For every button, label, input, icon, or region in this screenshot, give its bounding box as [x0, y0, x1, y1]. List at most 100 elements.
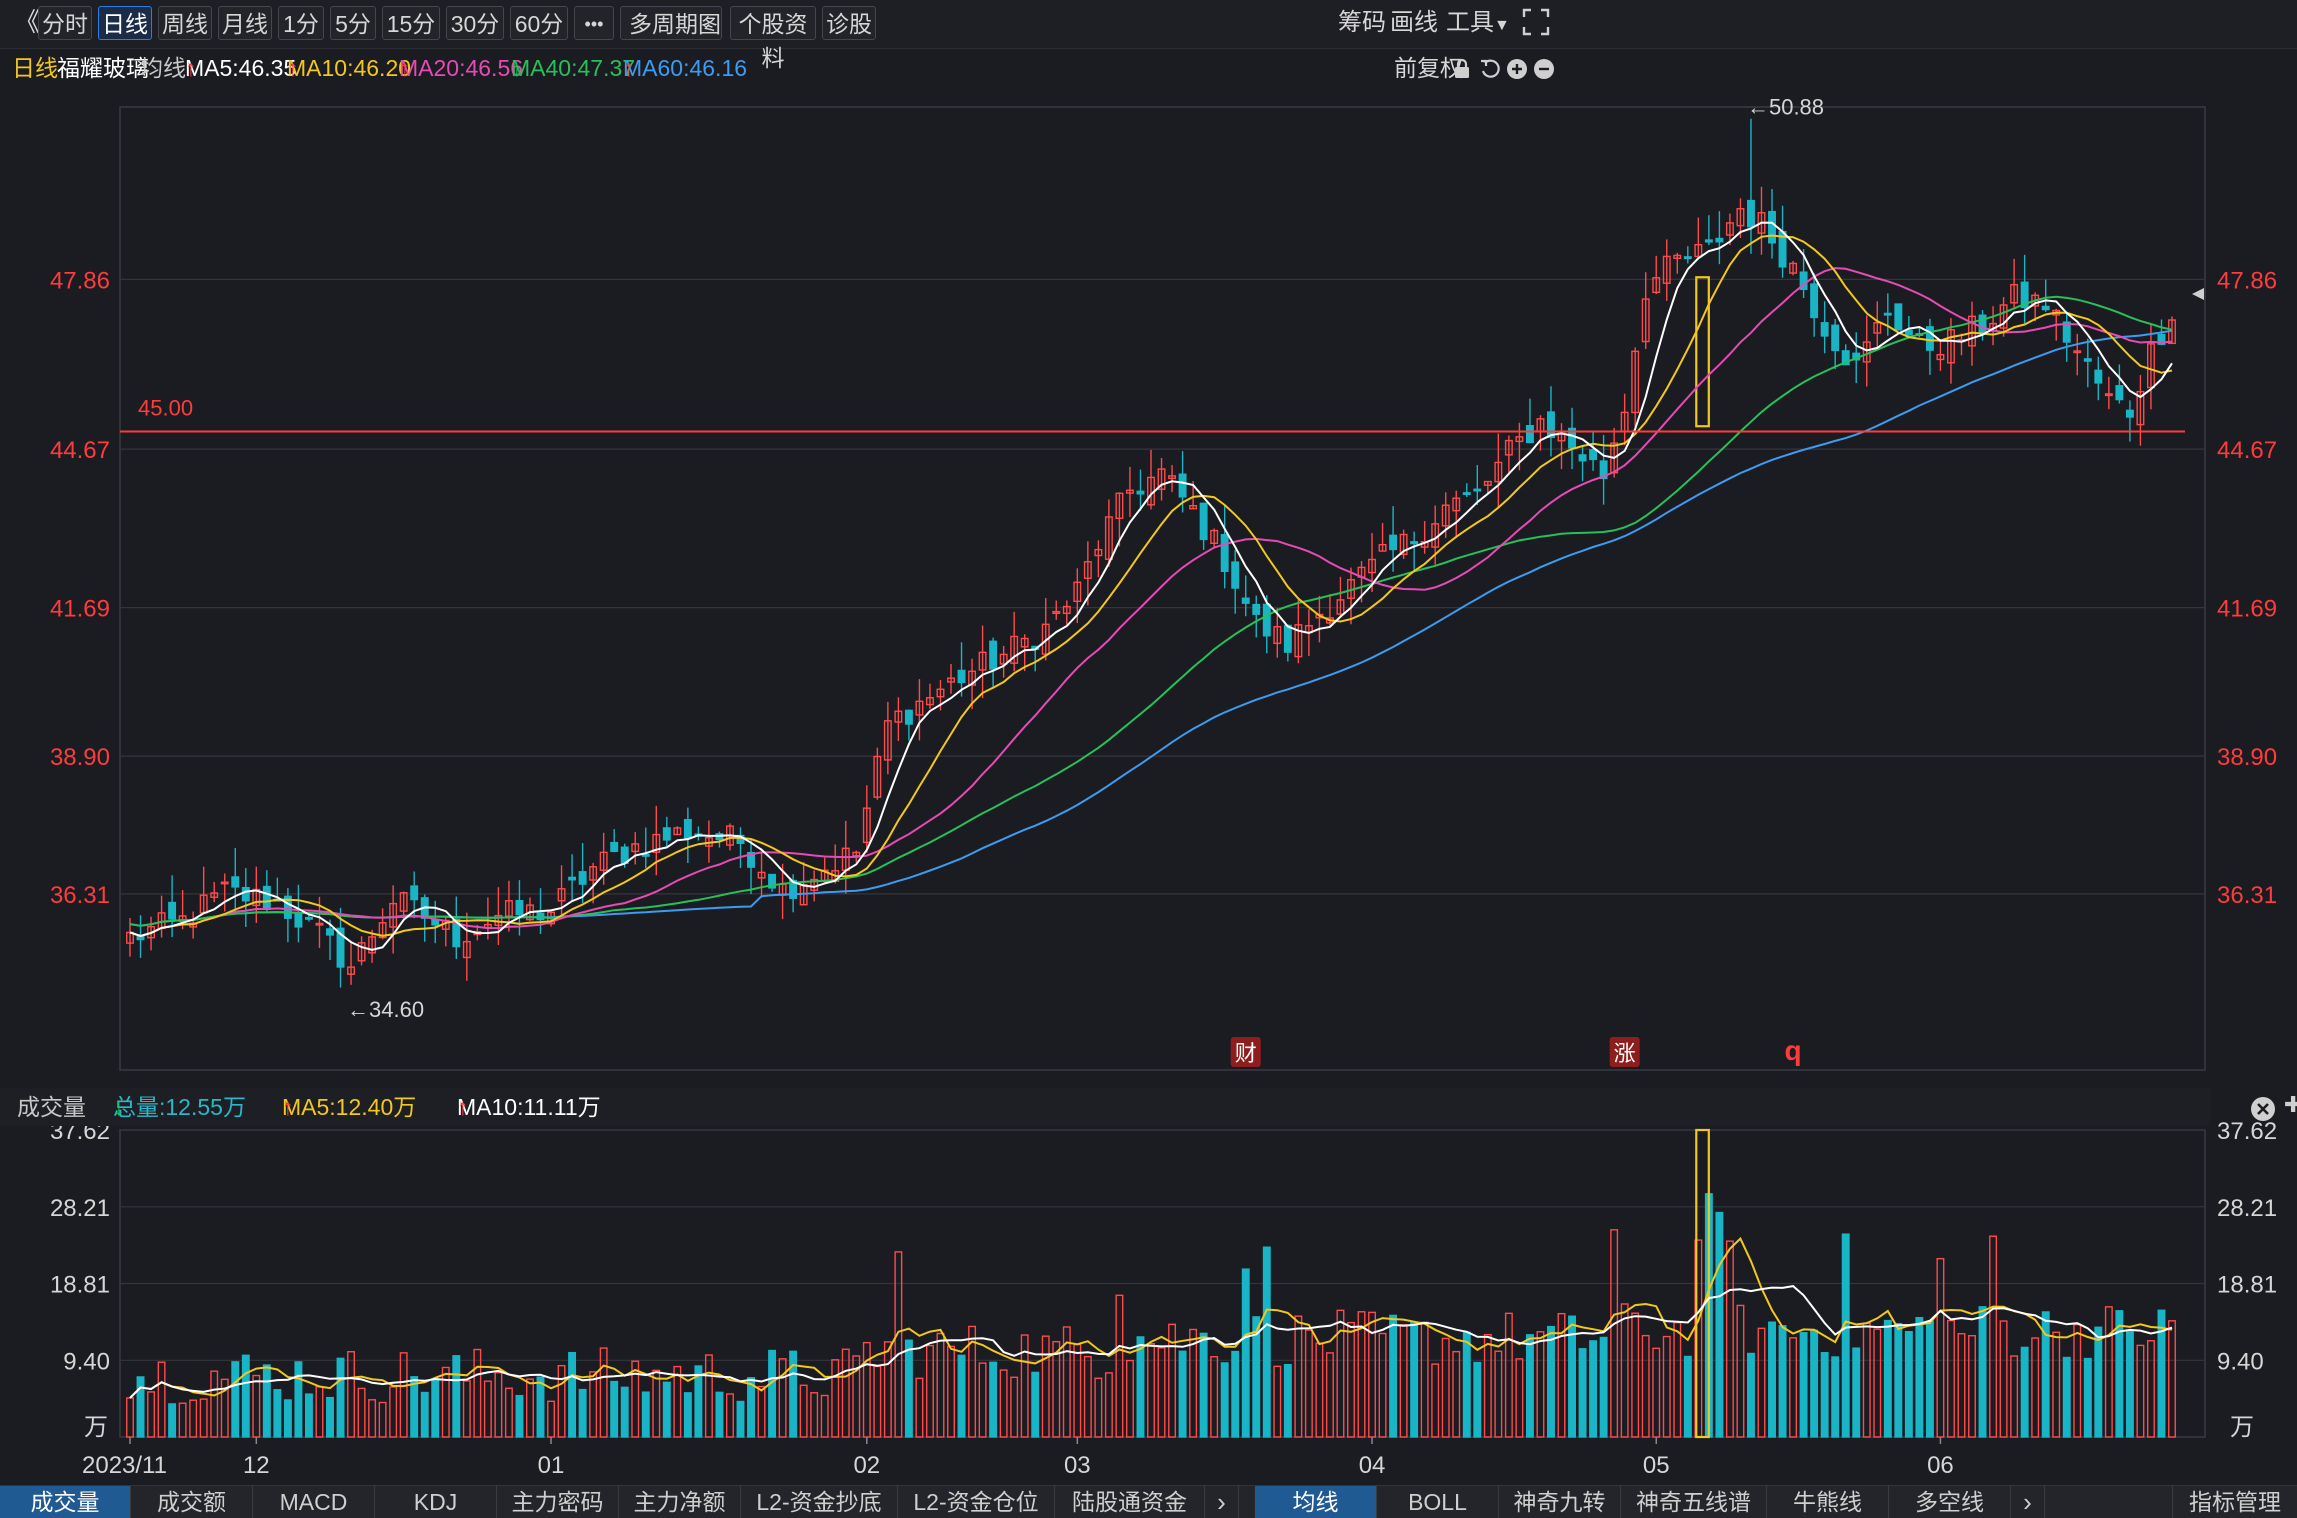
candle-body — [262, 885, 271, 910]
close-pane-icon[interactable] — [2250, 1096, 2276, 1122]
volume-bar — [357, 1387, 366, 1438]
tab-turnover[interactable]: 成交额 — [131, 1486, 253, 1518]
tab-weekly[interactable]: 周线 — [158, 6, 212, 40]
tab-5min[interactable]: 5分 — [330, 6, 376, 40]
tab-60min[interactable]: 60分 — [510, 6, 568, 40]
candle-body — [1799, 271, 1808, 291]
volume-bar — [799, 1384, 808, 1438]
tools-menu[interactable]: 工具▼ — [1446, 6, 1510, 40]
candle-body — [1220, 534, 1229, 573]
event-mark-q[interactable]: q — [1785, 1035, 1802, 1066]
tab-macd[interactable]: MACD — [253, 1486, 375, 1518]
candle-body — [1978, 314, 1987, 334]
tab-long-short[interactable]: 多空线 — [1889, 1486, 2011, 1518]
tab-bull-bear[interactable]: 牛熊线 — [1767, 1486, 1889, 1518]
volume-bar — [273, 1389, 282, 1438]
zoom-out-icon[interactable] — [1533, 58, 1555, 80]
ma40-line — [129, 295, 2173, 927]
candle-body — [1020, 637, 1029, 648]
candle-body — [1578, 454, 1587, 462]
multi-period-dropdown[interactable]: 多周期图 ⌄ — [620, 6, 722, 40]
chevron-down-icon: ⌄ — [699, 15, 713, 32]
indicator-manage-button[interactable]: 指标管理 — [2172, 1486, 2297, 1518]
tab-l2-bottom[interactable]: L2-资金抄底 — [741, 1486, 898, 1518]
pane-settings-icon[interactable]: ✚ — [2284, 1092, 2297, 1117]
candle-body — [978, 651, 987, 671]
collapse-icon[interactable]: 《 — [14, 7, 41, 37]
draw-line-button[interactable]: 画线 — [1390, 9, 1438, 36]
tab-magic-nine[interactable]: 神奇九转 — [1499, 1486, 1621, 1518]
event-mark-box[interactable] — [1230, 1037, 1261, 1067]
volume-bar — [441, 1366, 450, 1438]
volume-bar — [2094, 1326, 2103, 1438]
tab-1min[interactable]: 1分 — [278, 6, 324, 40]
volume-bar — [947, 1345, 955, 1438]
volume-bar — [683, 1392, 692, 1438]
tab-main-force-code[interactable]: 主力密码 — [497, 1486, 619, 1518]
volume-bar — [1873, 1328, 1882, 1438]
adjust-mode-button[interactable]: 前复权 — [1394, 55, 1463, 81]
ma10-line — [129, 234, 2173, 938]
volume-bar — [1010, 1376, 1019, 1438]
volume-title[interactable]: 成交量 — [17, 1094, 86, 1120]
tab-15min[interactable]: 15分 — [382, 6, 440, 40]
toolbar: 《 分时 日线 周线 月线 1分 5分 15分 30分 60分 ••• 多周期图… — [0, 0, 2297, 71]
diagnose-button[interactable]: 诊股 — [822, 6, 876, 40]
tab-boll[interactable]: BOLL — [1377, 1486, 1499, 1518]
candle-body — [631, 843, 640, 853]
volume-bar — [1831, 1356, 1840, 1438]
volume-bar — [694, 1365, 703, 1438]
candle-body — [2094, 369, 2103, 384]
volume-bar — [1662, 1335, 1671, 1438]
scroll-right-icon-2[interactable]: › — [2011, 1486, 2045, 1518]
zoom-in-icon[interactable] — [1506, 58, 1528, 80]
tab-hk-connect[interactable]: 陆股通资金 — [1055, 1486, 1205, 1518]
candle-body — [1294, 624, 1303, 658]
stock-info-button[interactable]: 个股资料 — [730, 6, 816, 71]
fullscreen-icon[interactable] — [1522, 8, 1550, 36]
volume-bar — [1652, 1347, 1661, 1438]
candle-body — [2136, 390, 2145, 426]
undo-icon[interactable] — [1479, 58, 1501, 80]
volume-bar — [1673, 1321, 1682, 1438]
candle-body — [1010, 635, 1019, 664]
volume-bar — [1052, 1340, 1061, 1438]
tab-magic-five[interactable]: 神奇五线谱 — [1621, 1486, 1767, 1518]
lock-icon[interactable] — [1452, 58, 1472, 80]
more-button[interactable]: ••• — [574, 6, 614, 40]
tab-volume[interactable]: 成交量 — [0, 1486, 131, 1518]
volume-bar — [178, 1402, 187, 1438]
ma-legend-bar: 日线 福耀玻璃 均线 MA5:46.35 ↑ MA10:46.20 ↑ MA20:4… — [0, 49, 2297, 87]
candle-body — [1515, 436, 1524, 443]
tab-main-force-net[interactable]: 主力净额 — [619, 1486, 741, 1518]
scroll-right-icon[interactable]: › — [1205, 1486, 1239, 1518]
event-mark-box[interactable] — [1609, 1037, 1640, 1067]
kline-chart[interactable]: 36.31 36.31 38.90 38.90 41.69 41.69 44.67 44.67… — [0, 0, 2297, 1485]
price-frame — [119, 106, 2206, 1071]
tab-daily[interactable]: 日线 — [98, 6, 152, 40]
tab-ma[interactable]: 均线 — [1255, 1486, 1377, 1518]
candle-body — [1694, 243, 1703, 258]
volume-bar — [704, 1354, 713, 1438]
volume-bar — [589, 1371, 598, 1438]
tab-kdj[interactable]: KDJ — [375, 1486, 497, 1518]
volume-bar — [283, 1399, 292, 1438]
volume-bar — [1252, 1316, 1261, 1438]
tab-l2-position[interactable]: L2-资金仓位 — [898, 1486, 1055, 1518]
tab-timeshare[interactable]: 分时 — [38, 6, 92, 40]
volume-bar — [473, 1348, 482, 1438]
candle-body — [1894, 303, 1903, 331]
volume-bar — [315, 1386, 324, 1438]
candle-body — [1968, 315, 1976, 347]
volume-bar — [1578, 1348, 1587, 1438]
tab-monthly[interactable]: 月线 — [218, 6, 272, 40]
x-tick-label: 03 — [1064, 1452, 1091, 1479]
volume-bar — [1231, 1350, 1240, 1438]
candle-body — [1125, 489, 1134, 494]
chips-button[interactable]: 筹码 — [1338, 9, 1386, 36]
x-tick-label: 06 — [1927, 1452, 1954, 1479]
volume-bar — [1199, 1332, 1208, 1438]
candle-body — [1999, 304, 2008, 329]
tab-30min[interactable]: 30分 — [446, 6, 504, 40]
volume-bar — [1862, 1322, 1871, 1438]
